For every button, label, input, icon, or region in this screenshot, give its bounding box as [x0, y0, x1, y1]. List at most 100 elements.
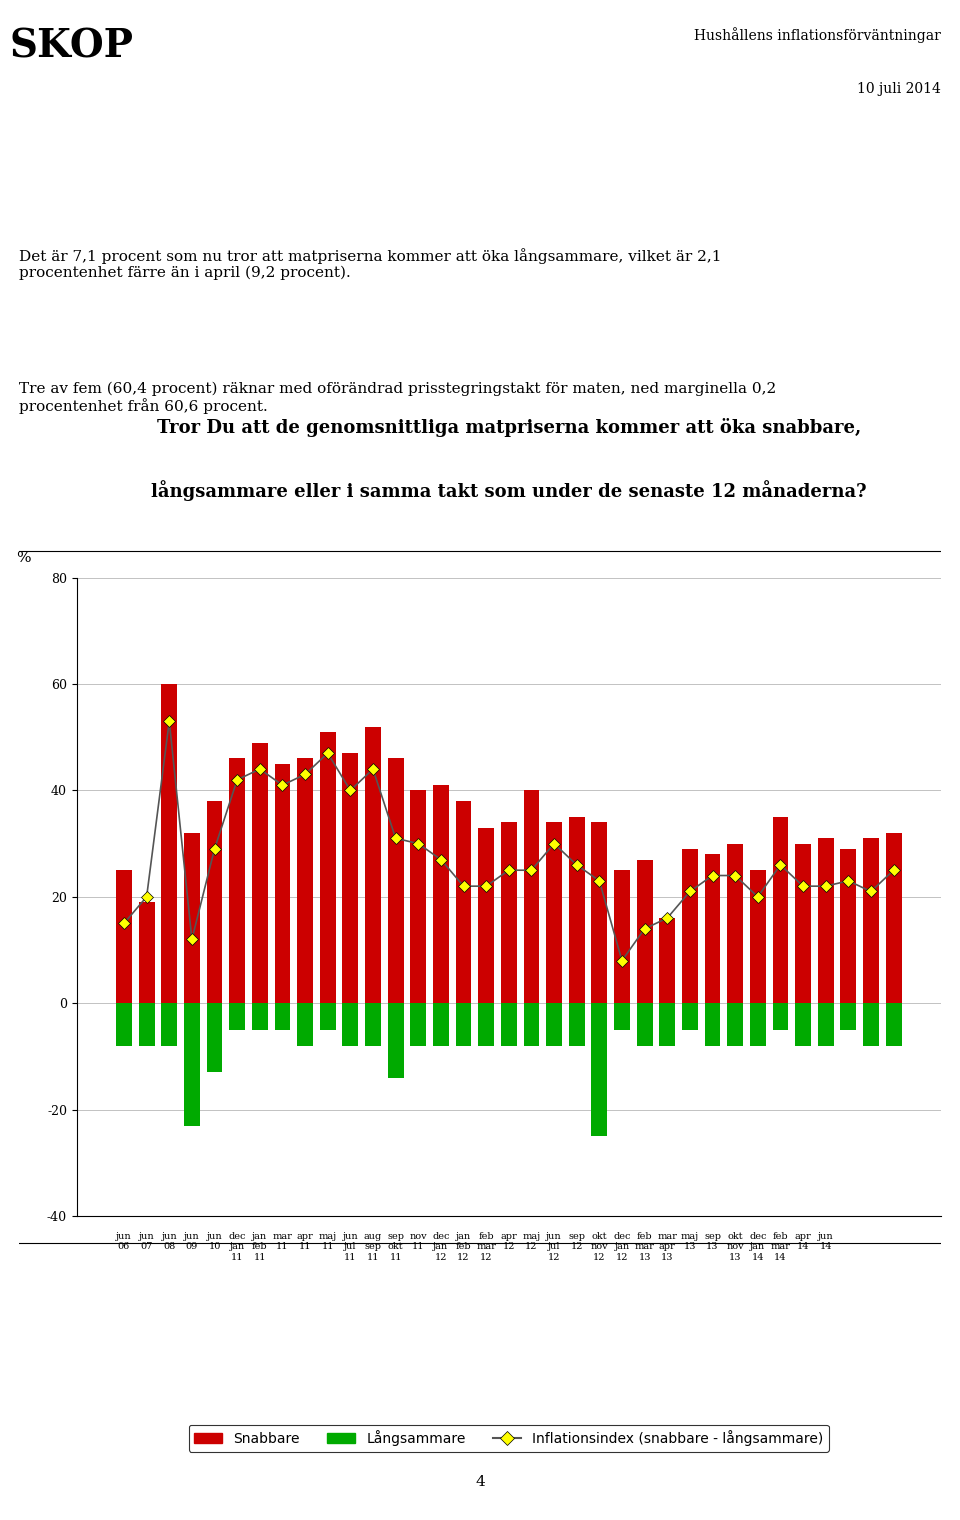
Bar — [206, 801, 223, 1003]
Bar — [636, 1003, 653, 1046]
Bar — [365, 727, 381, 1003]
Bar — [410, 790, 426, 1003]
Text: %: % — [16, 550, 31, 565]
Bar — [320, 733, 336, 1003]
Bar — [840, 848, 856, 1003]
Bar — [660, 918, 675, 1003]
Bar — [682, 848, 698, 1003]
Bar — [614, 869, 630, 1003]
Bar — [614, 1003, 630, 1031]
Text: aug
sep
11: aug sep 11 — [364, 1231, 382, 1262]
Bar — [568, 1003, 585, 1046]
Text: dec
jan
12: dec jan 12 — [432, 1231, 449, 1262]
Text: okt
nov
13: okt nov 13 — [727, 1231, 744, 1262]
Bar — [343, 1003, 358, 1046]
Bar — [275, 765, 290, 1003]
Text: dec
jan
11: dec jan 11 — [228, 1231, 246, 1262]
Bar — [365, 1003, 381, 1046]
Bar — [433, 1003, 449, 1046]
Bar — [591, 1003, 608, 1137]
Bar — [161, 684, 178, 1003]
Bar — [252, 1003, 268, 1031]
Text: okt
nov
12: okt nov 12 — [590, 1231, 608, 1262]
Bar — [478, 1003, 494, 1046]
Text: 4: 4 — [475, 1474, 485, 1490]
Bar — [161, 1003, 178, 1046]
Text: dec
jan
14: dec jan 14 — [749, 1231, 766, 1262]
Bar — [546, 822, 562, 1003]
Bar — [523, 1003, 540, 1046]
Bar — [410, 1003, 426, 1046]
Bar — [863, 839, 879, 1003]
Bar — [728, 844, 743, 1003]
Bar — [116, 869, 132, 1003]
Text: långsammare eller i samma takt som under de senaste 12 månaderna?: långsammare eller i samma takt som under… — [151, 480, 867, 502]
Bar — [818, 839, 833, 1003]
Text: Tre av fem (60,4 procent) räknar med oförändrad prisstegringstakt för maten, ned: Tre av fem (60,4 procent) räknar med ofö… — [19, 382, 777, 415]
Text: jan
feb
12: jan feb 12 — [456, 1231, 471, 1262]
Bar — [298, 758, 313, 1003]
Text: feb
mar
14: feb mar 14 — [771, 1231, 790, 1262]
Bar — [229, 1003, 245, 1031]
Text: Tror Du att de genomsnittliga matpriserna kommer att öka snabbare,: Tror Du att de genomsnittliga matprisern… — [156, 418, 861, 438]
Bar — [456, 1003, 471, 1046]
Text: mar
apr
13: mar apr 13 — [658, 1231, 677, 1262]
Bar — [501, 1003, 516, 1046]
Text: maj
13: maj 13 — [681, 1231, 699, 1251]
Bar — [298, 1003, 313, 1046]
Text: jun
06: jun 06 — [116, 1231, 132, 1251]
Text: maj
12: maj 12 — [522, 1231, 540, 1251]
Bar — [660, 1003, 675, 1046]
Bar — [568, 818, 585, 1003]
Text: apr
12: apr 12 — [500, 1231, 517, 1251]
Text: jun
08: jun 08 — [161, 1231, 177, 1251]
Bar — [795, 1003, 811, 1046]
Text: SKOP: SKOP — [10, 27, 133, 65]
Bar — [886, 1003, 901, 1046]
Bar — [546, 1003, 562, 1046]
Text: feb
mar
13: feb mar 13 — [635, 1231, 655, 1262]
Bar — [501, 822, 516, 1003]
Bar — [750, 869, 766, 1003]
Text: 10 juli 2014: 10 juli 2014 — [857, 82, 941, 96]
Bar — [252, 743, 268, 1003]
Bar — [795, 844, 811, 1003]
Bar — [116, 1003, 132, 1046]
Text: feb
mar
12: feb mar 12 — [476, 1231, 496, 1262]
Bar — [388, 1003, 403, 1078]
Bar — [773, 1003, 788, 1031]
Bar — [138, 1003, 155, 1046]
Text: sep
12: sep 12 — [568, 1231, 586, 1251]
Bar — [863, 1003, 879, 1046]
Bar — [886, 833, 901, 1003]
Legend: Snabbare, Långsammare, Inflationsindex (snabbare - långsammare): Snabbare, Långsammare, Inflationsindex (… — [188, 1424, 829, 1452]
Text: sep
13: sep 13 — [704, 1231, 721, 1251]
Bar — [456, 801, 471, 1003]
Bar — [818, 1003, 833, 1046]
Text: maj
11: maj 11 — [319, 1231, 337, 1251]
Bar — [523, 790, 540, 1003]
Text: jun
14: jun 14 — [818, 1231, 833, 1251]
Text: jun
07: jun 07 — [139, 1231, 155, 1251]
Bar — [840, 1003, 856, 1031]
Bar — [682, 1003, 698, 1031]
Text: apr
14: apr 14 — [795, 1231, 811, 1251]
Bar — [388, 758, 403, 1003]
Text: apr
11: apr 11 — [297, 1231, 314, 1251]
Text: jan
feb
11: jan feb 11 — [252, 1231, 268, 1262]
Text: sep
okt
11: sep okt 11 — [387, 1231, 404, 1262]
Bar — [750, 1003, 766, 1046]
Bar — [229, 758, 245, 1003]
Text: mar
11: mar 11 — [273, 1231, 293, 1251]
Text: jun
jul
11: jun jul 11 — [343, 1231, 358, 1262]
Bar — [591, 822, 608, 1003]
Text: Det är 7,1 procent som nu tror att matpriserna kommer att öka långsammare, vilke: Det är 7,1 procent som nu tror att matpr… — [19, 248, 722, 280]
Text: Hushållens inflationsförväntningar: Hushållens inflationsförväntningar — [694, 27, 941, 43]
Bar — [636, 860, 653, 1003]
Bar — [478, 828, 494, 1003]
Bar — [343, 754, 358, 1003]
Bar — [184, 1003, 200, 1125]
Bar — [728, 1003, 743, 1046]
Bar — [275, 1003, 290, 1031]
Text: dec
jan
12: dec jan 12 — [613, 1231, 631, 1262]
